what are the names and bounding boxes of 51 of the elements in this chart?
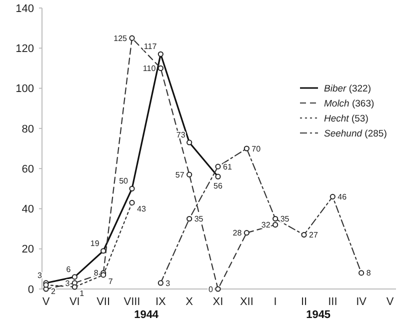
y-tick-label: 80 — [22, 123, 34, 136]
data-label: 35 — [280, 214, 290, 224]
data-label: 32 — [261, 220, 271, 230]
x-tick-label: II — [300, 296, 308, 308]
data-label: 61 — [223, 162, 232, 172]
data-label: 2 — [51, 286, 56, 296]
legend-label: Seehund (285) — [324, 128, 387, 140]
x-tick-label: XII — [240, 296, 254, 308]
x-tick-label: IV — [356, 296, 368, 308]
data-label: 0 — [208, 284, 214, 294]
data-label: 8 — [366, 268, 372, 278]
x-tick-label: VIII — [124, 296, 140, 308]
data-label: 46 — [338, 192, 348, 202]
data-label: 73 — [176, 130, 186, 140]
data-label: 56 — [214, 182, 223, 191]
data-label: 19 — [90, 238, 100, 248]
x-tick-label: V — [386, 296, 394, 308]
data-label: 125 — [114, 34, 128, 43]
x-tick-label: IX — [155, 296, 167, 308]
data-label: 70 — [252, 144, 262, 154]
y-tick-label: 20 — [22, 244, 34, 256]
x-tick-label: VII — [96, 296, 110, 308]
data-label: 43 — [137, 204, 146, 214]
y-tick-label: 140 — [16, 2, 34, 15]
x-tick-label: III — [328, 296, 338, 308]
data-label: 3 — [38, 270, 43, 280]
x-tick-label: V — [42, 296, 50, 308]
x-tick-label: X — [186, 296, 194, 308]
data-label: 117 — [144, 42, 158, 52]
text: 1944 — [134, 309, 160, 321]
x-tick-label: VI — [69, 296, 80, 308]
data-label: 1 — [80, 288, 85, 298]
data-label: 110 — [142, 64, 156, 74]
y-tick-label: 100 — [16, 83, 34, 96]
x-tick-label: I — [274, 296, 277, 308]
data-label: 57 — [175, 170, 185, 180]
x-tick-label: XI — [212, 296, 224, 308]
y-tick-label: 40 — [22, 204, 34, 216]
y-tick-label: 120 — [16, 42, 34, 55]
data-label: 7 — [108, 276, 114, 286]
data-label: 6 — [66, 264, 72, 274]
y-tick-label: 60 — [22, 163, 34, 176]
data-label: 27 — [309, 230, 318, 240]
y-tick-label: 0 — [28, 284, 34, 296]
legend-label: Biber (322) — [324, 83, 372, 94]
legend-label: Molch (363) — [324, 98, 374, 110]
data-label: 28 — [232, 228, 242, 238]
data-label: 3 — [166, 278, 171, 288]
text: 1945 — [306, 309, 331, 321]
data-label: 50 — [119, 176, 129, 186]
legend-label: Hecht (53) — [324, 113, 368, 124]
